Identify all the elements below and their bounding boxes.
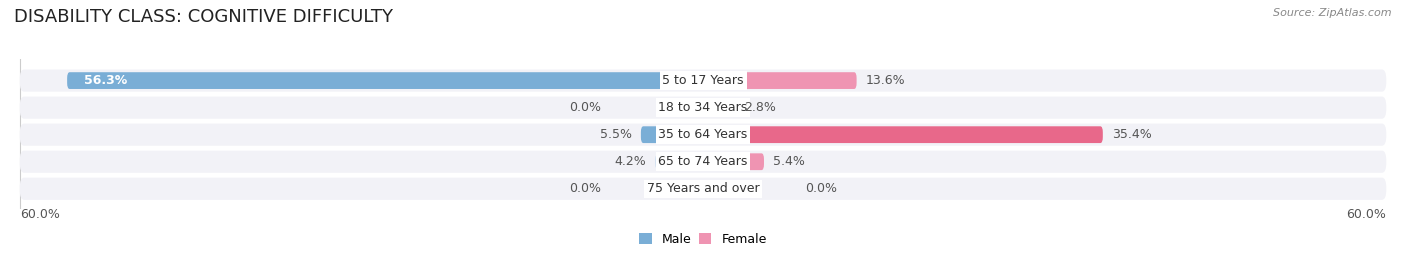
- Text: 0.0%: 0.0%: [569, 182, 602, 195]
- Legend: Male, Female: Male, Female: [634, 228, 772, 251]
- Text: 56.3%: 56.3%: [84, 74, 128, 87]
- Text: 35.4%: 35.4%: [1112, 128, 1152, 141]
- FancyBboxPatch shape: [20, 124, 1386, 146]
- Text: Source: ZipAtlas.com: Source: ZipAtlas.com: [1274, 8, 1392, 18]
- FancyBboxPatch shape: [20, 96, 1386, 119]
- Text: 2.8%: 2.8%: [744, 101, 776, 114]
- FancyBboxPatch shape: [20, 178, 1386, 200]
- Text: 5 to 17 Years: 5 to 17 Years: [662, 74, 744, 87]
- Text: 5.4%: 5.4%: [773, 155, 804, 168]
- FancyBboxPatch shape: [703, 126, 1102, 143]
- Text: 13.6%: 13.6%: [866, 74, 905, 87]
- Text: 0.0%: 0.0%: [569, 101, 602, 114]
- Text: 35 to 64 Years: 35 to 64 Years: [658, 128, 748, 141]
- Text: 0.0%: 0.0%: [804, 182, 837, 195]
- FancyBboxPatch shape: [20, 69, 1386, 92]
- Text: 60.0%: 60.0%: [20, 209, 59, 221]
- FancyBboxPatch shape: [20, 151, 1386, 173]
- FancyBboxPatch shape: [703, 72, 856, 89]
- FancyBboxPatch shape: [655, 153, 703, 170]
- Text: 75 Years and over: 75 Years and over: [647, 182, 759, 195]
- Text: 60.0%: 60.0%: [1347, 209, 1386, 221]
- Text: DISABILITY CLASS: COGNITIVE DIFFICULTY: DISABILITY CLASS: COGNITIVE DIFFICULTY: [14, 8, 394, 26]
- Text: 4.2%: 4.2%: [614, 155, 647, 168]
- FancyBboxPatch shape: [703, 153, 763, 170]
- FancyBboxPatch shape: [703, 99, 734, 116]
- FancyBboxPatch shape: [641, 126, 703, 143]
- Text: 65 to 74 Years: 65 to 74 Years: [658, 155, 748, 168]
- FancyBboxPatch shape: [67, 72, 703, 89]
- Text: 5.5%: 5.5%: [600, 128, 631, 141]
- Text: 18 to 34 Years: 18 to 34 Years: [658, 101, 748, 114]
